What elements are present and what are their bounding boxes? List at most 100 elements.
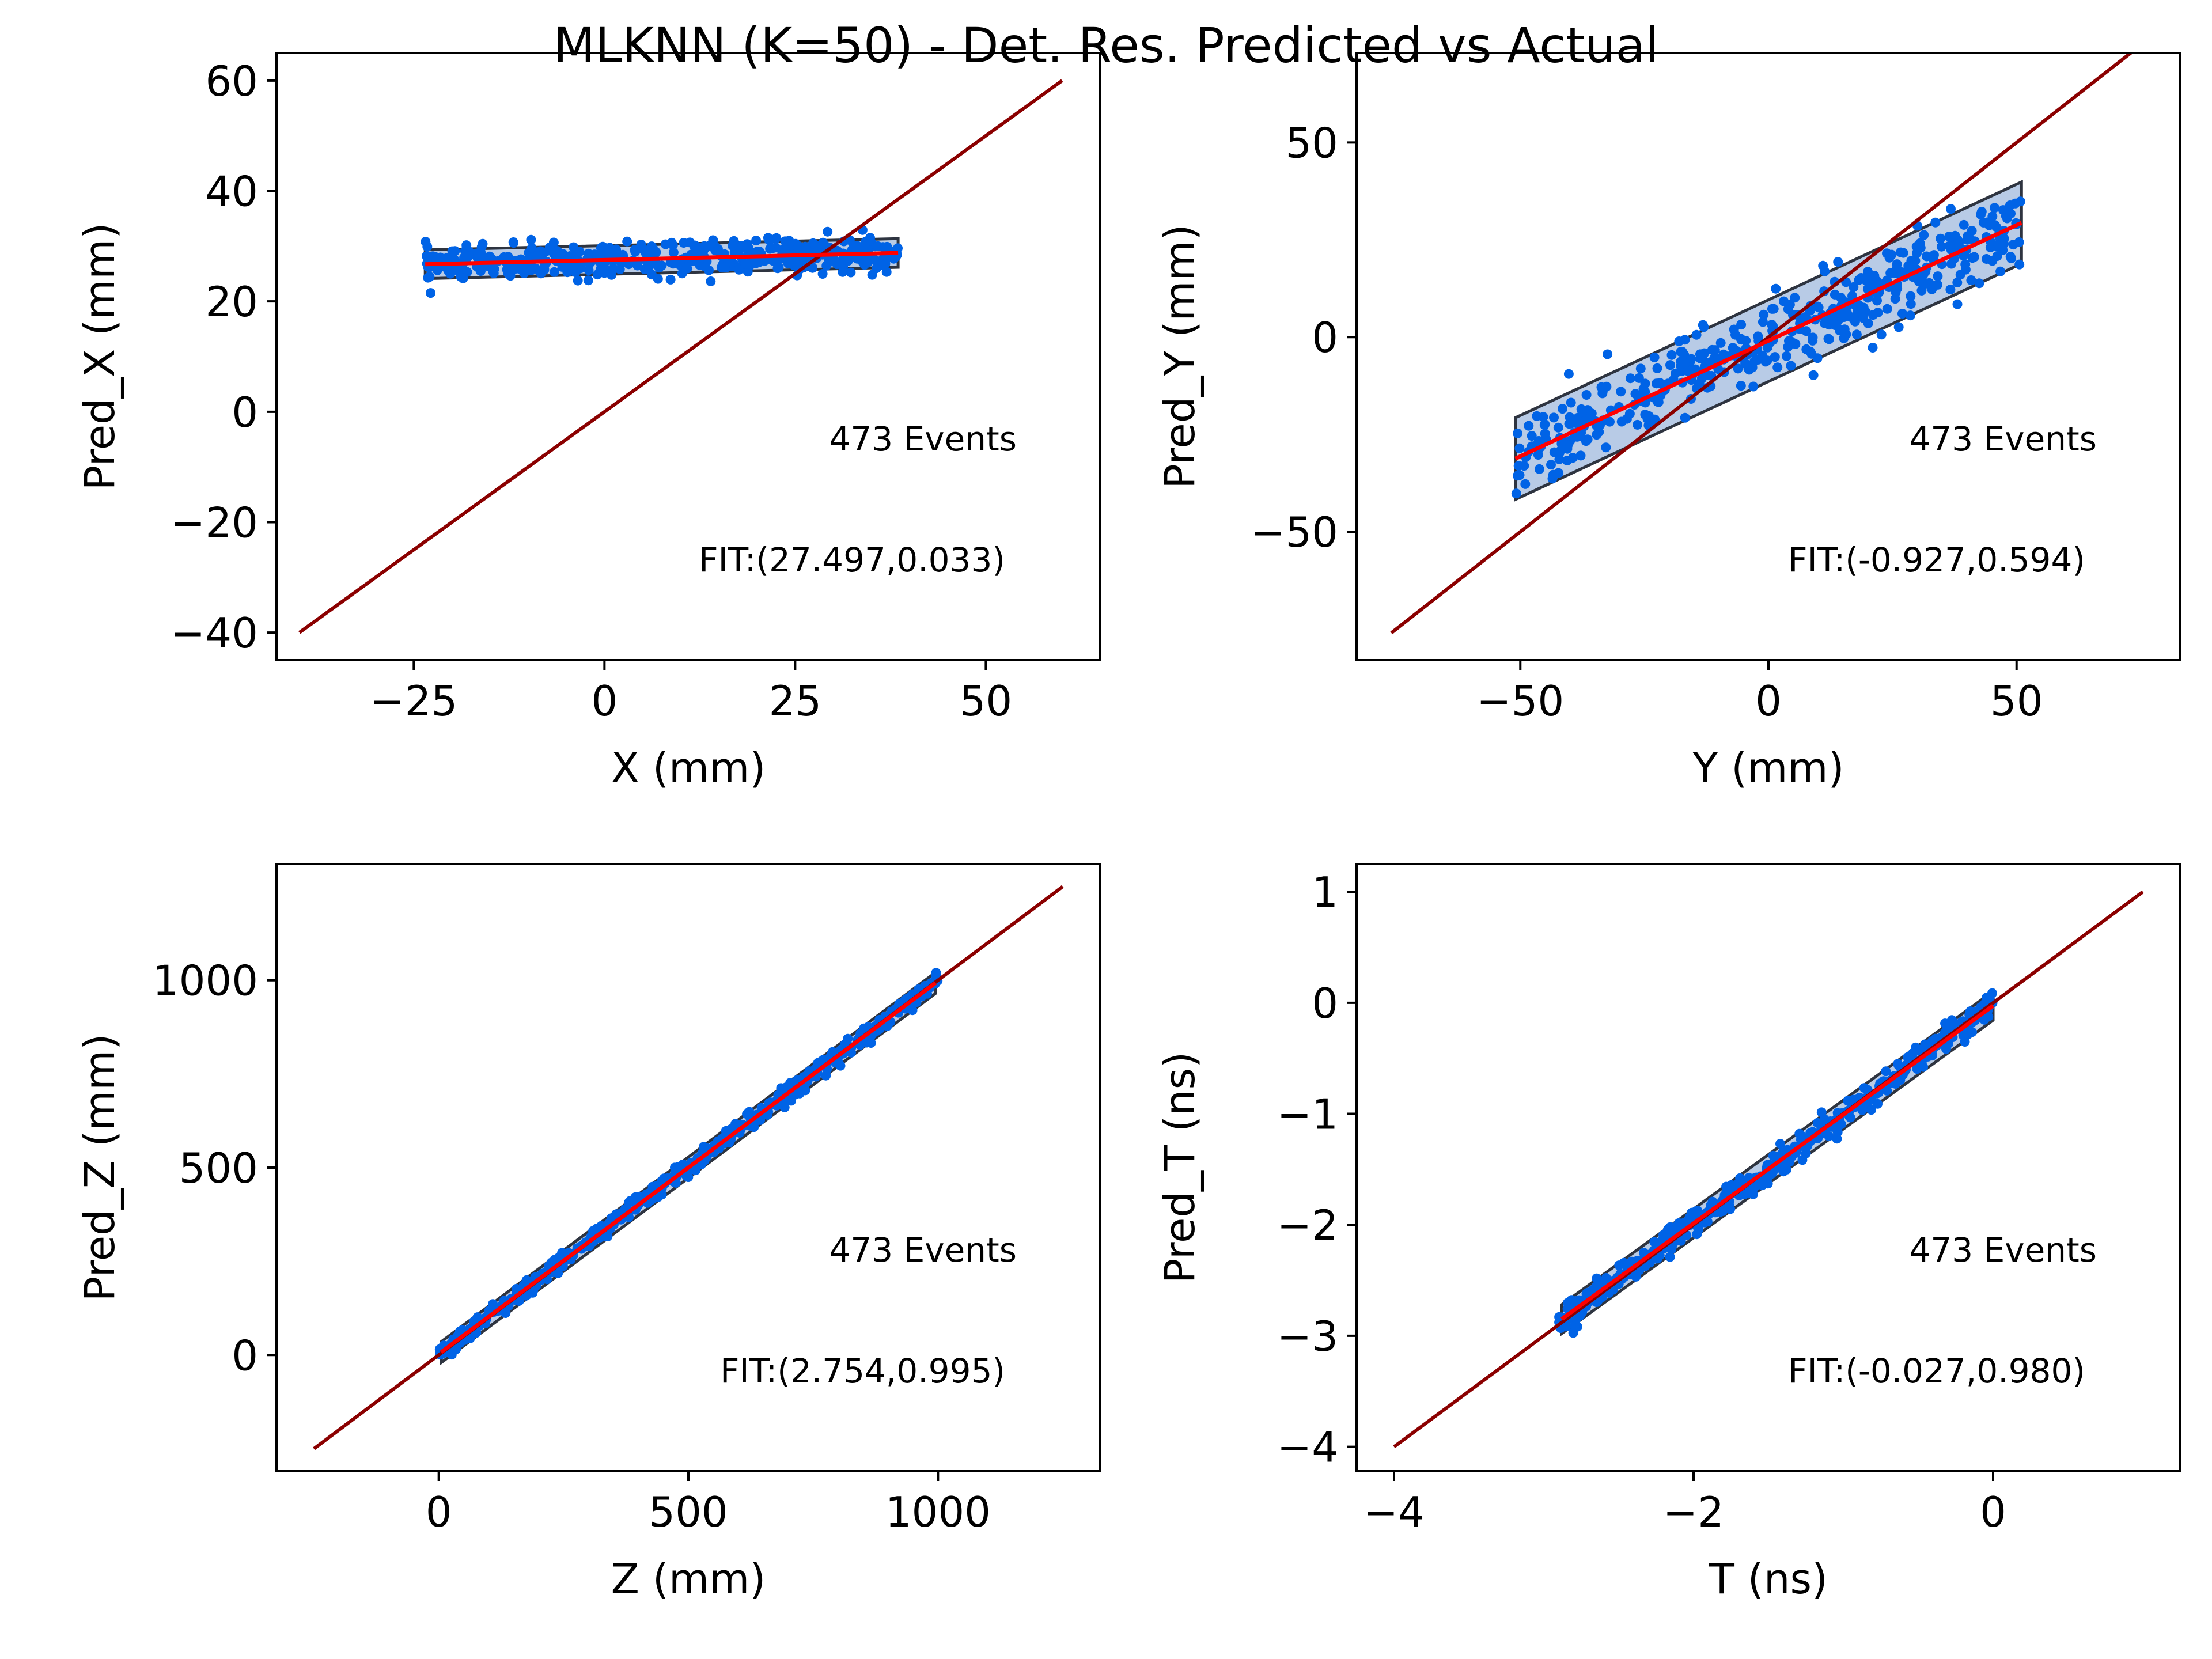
data-point: [1884, 252, 1895, 263]
data-point: [1652, 1253, 1662, 1264]
data-point: [1539, 420, 1550, 430]
data-point: [1978, 217, 1988, 228]
data-point: [1916, 285, 1927, 296]
data-point: [1950, 230, 1960, 241]
data-point: [1882, 304, 1892, 314]
data-point: [449, 254, 459, 264]
data-point: [1783, 304, 1793, 315]
y-tick-label: 0: [232, 388, 258, 437]
data-point: [1540, 429, 1550, 439]
x-tick-label: 50: [960, 677, 1013, 725]
data-point: [1718, 349, 1729, 359]
plot-area: [1393, 890, 2144, 1449]
x-axis-label: X (mm): [611, 744, 766, 792]
data-point: [1658, 1230, 1668, 1240]
data-point: [668, 247, 679, 257]
data-point: [1770, 352, 1780, 362]
data-point: [1859, 1083, 1869, 1093]
data-point: [1812, 353, 1823, 363]
data-point: [1876, 329, 1887, 340]
data-point: [1575, 450, 1586, 461]
data-point: [1790, 293, 1800, 303]
data-point: [1974, 278, 1984, 289]
data-point: [859, 241, 869, 252]
subplot-2: −50 0 50 −50 0 50 Y (mm) Pred_Y (mm) 473 Events F…: [1156, 52, 2181, 792]
data-point: [1758, 317, 1768, 327]
data-point: [1768, 1150, 1778, 1161]
data-point: [1830, 320, 1840, 330]
data-point: [1736, 381, 1746, 391]
data-point: [1801, 344, 1812, 354]
data-point: [1694, 378, 1705, 389]
data-point: [1849, 282, 1859, 292]
data-point: [1652, 378, 1661, 389]
data-point: [1703, 358, 1713, 368]
data-point: [1772, 362, 1783, 373]
data-point: [2005, 200, 2015, 210]
x-tick-label: 500: [649, 1488, 728, 1536]
data-point: [1839, 333, 1849, 343]
data-point: [1762, 355, 1772, 366]
data-point: [1866, 1105, 1876, 1115]
data-point: [1858, 313, 1869, 323]
data-point: [864, 1037, 874, 1047]
data-point: [1519, 461, 1529, 471]
data-point: [574, 247, 585, 257]
x-tick-label: 0: [1755, 677, 1782, 725]
data-point: [1906, 291, 1916, 301]
data-point: [1616, 387, 1626, 397]
data-point: [1568, 453, 1578, 463]
data-point: [1797, 1155, 1808, 1165]
y-tick-label: −20: [171, 498, 258, 547]
data-point: [1513, 428, 1522, 438]
data-point: [519, 268, 529, 278]
identity-line: [1390, 53, 2134, 635]
data-point: [1511, 488, 1521, 499]
data-point: [1990, 220, 2000, 230]
data-point: [1740, 358, 1751, 369]
data-point: [1812, 1118, 1823, 1128]
data-point: [1715, 338, 1726, 348]
data-point: [1601, 381, 1612, 392]
data-point: [1856, 273, 1866, 283]
data-point: [478, 238, 488, 249]
data-point: [706, 276, 716, 286]
data-point: [1919, 230, 1929, 240]
x-tick-label: −25: [370, 677, 457, 725]
data-point: [817, 269, 828, 279]
y-axis-label: Pred_Z (mm): [75, 1034, 124, 1302]
data-point: [1771, 283, 1781, 294]
x-tick-label: −2: [1663, 1488, 1724, 1536]
data-point: [783, 259, 793, 269]
data-point: [1762, 342, 1772, 353]
data-point: [1513, 471, 1522, 481]
data-point: [1954, 238, 1964, 249]
data-point: [1808, 335, 1818, 346]
data-point: [1906, 299, 1916, 309]
data-point: [740, 259, 751, 269]
data-point: [1652, 363, 1662, 373]
data-point: [421, 237, 431, 247]
data-point: [1995, 266, 2006, 276]
data-point: [1893, 1059, 1903, 1069]
data-point: [1911, 1042, 1921, 1052]
x-axis-label: Y (mm): [1692, 744, 1844, 792]
data-point: [444, 267, 454, 277]
y-tick-label: 0: [1312, 979, 1338, 1028]
data-point: [459, 252, 469, 263]
data-point: [801, 242, 811, 252]
data-point: [1581, 390, 1592, 400]
data-point: [1768, 304, 1779, 314]
data-point: [708, 235, 718, 245]
data-point: [2006, 209, 2016, 219]
y-tick-label: −4: [1277, 1423, 1338, 1472]
data-point: [678, 1159, 688, 1169]
data-point: [1582, 434, 1593, 445]
data-point: [670, 1162, 680, 1173]
data-point: [749, 1122, 759, 1132]
data-point: [1872, 296, 1882, 306]
data-point: [1691, 329, 1702, 340]
data-point: [503, 252, 513, 262]
y-tick-label: −50: [1251, 508, 1338, 556]
